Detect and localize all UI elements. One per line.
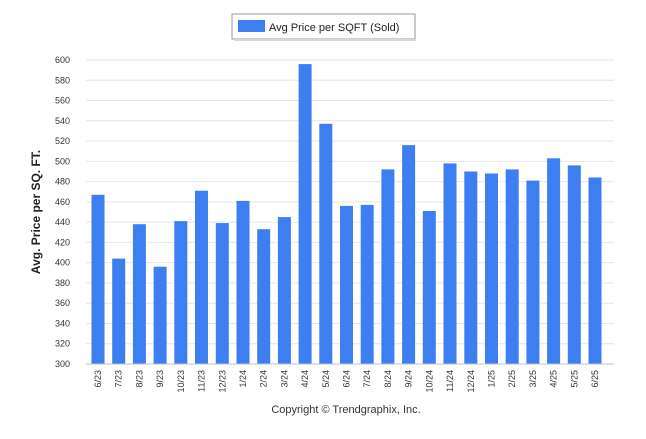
bar — [402, 145, 416, 364]
gridlines — [86, 59, 614, 345]
x-tick-label: 2/24 — [259, 370, 269, 388]
y-tick-label: 540 — [55, 116, 70, 126]
bar — [340, 205, 353, 364]
legend-label: Avg Price per SQFT (Sold) — [269, 22, 399, 34]
bar — [422, 211, 436, 364]
bar — [485, 173, 498, 364]
y-tick-label: 380 — [55, 278, 70, 288]
x-tick-label: 9/23 — [155, 370, 165, 388]
x-axis-ticks: 6/23 7/23 8/23 9/23 10/23 11/23 12/23 1/24 2/24 3… — [93, 370, 600, 393]
x-tick-label: 3/25 — [528, 370, 538, 388]
bar — [91, 194, 105, 364]
bar — [153, 266, 167, 364]
x-tick-label: 5/25 — [569, 370, 579, 388]
bar — [319, 123, 333, 364]
bars — [91, 64, 602, 364]
bar — [132, 224, 146, 364]
x-tick-label: 11/24 — [445, 370, 455, 392]
y-tick-label: 460 — [55, 197, 70, 207]
bar — [257, 229, 271, 364]
y-tick-label: 400 — [55, 258, 70, 268]
x-tick-label: 5/24 — [321, 370, 331, 388]
bar — [588, 177, 602, 364]
x-tick-label: 10/24 — [424, 370, 434, 393]
x-tick-label: 4/25 — [549, 370, 559, 388]
bar — [215, 223, 229, 364]
bar — [277, 217, 291, 364]
y-axis-ticks: 300 320 340 360 380 400 420 440 460 480 500 520 540 5… — [55, 55, 70, 369]
x-tick-label: 6/23 — [93, 370, 103, 388]
y-tick-label: 480 — [55, 177, 70, 187]
legend-swatch — [238, 20, 265, 32]
y-tick-label: 560 — [55, 96, 70, 106]
x-tick-label: 12/23 — [217, 370, 227, 393]
x-tick-label: 4/24 — [300, 370, 310, 388]
bar — [547, 158, 561, 364]
y-tick-label: 340 — [55, 318, 70, 328]
x-tick-label: 7/24 — [362, 370, 372, 388]
x-tick-label: 1/24 — [238, 370, 248, 388]
y-tick-label: 360 — [55, 298, 70, 308]
y-tick-label: 440 — [55, 217, 70, 227]
y-tick-label: 600 — [55, 55, 70, 65]
bar — [505, 169, 519, 364]
bar — [174, 221, 188, 364]
x-tick-label: 10/23 — [176, 370, 186, 393]
bar — [112, 258, 126, 364]
bar — [360, 204, 374, 364]
y-tick-label: 420 — [55, 237, 70, 247]
x-tick-label: 3/24 — [279, 370, 289, 388]
x-tick-label: 6/25 — [590, 370, 600, 388]
legend-shadow — [234, 39, 416, 41]
y-tick-label: 300 — [55, 359, 70, 369]
x-tick-label: 2/25 — [507, 370, 517, 388]
bar — [298, 64, 312, 364]
bar — [195, 190, 208, 364]
bar — [464, 171, 478, 364]
x-tick-label: 8/24 — [383, 370, 393, 388]
bar — [443, 163, 457, 364]
y-tick-label: 500 — [55, 156, 70, 166]
x-tick-label: 12/24 — [466, 370, 476, 393]
x-tick-label: 8/23 — [134, 370, 144, 388]
y-tick-label: 320 — [55, 339, 70, 349]
bar — [567, 165, 581, 364]
y-axis-title: Avg. Price per SQ. FT. — [29, 150, 43, 274]
x-tick-label: 9/24 — [404, 370, 414, 388]
x-tick-label: 7/23 — [114, 370, 124, 388]
x-tick-label: 6/24 — [342, 370, 352, 388]
x-tick-label: 11/23 — [197, 370, 207, 392]
bar — [381, 169, 395, 364]
bar — [526, 180, 540, 364]
x-tick-label: 1/25 — [486, 370, 496, 388]
bar — [236, 200, 250, 364]
legend: Avg Price per SQFT (Sold) — [231, 13, 416, 41]
y-tick-label: 580 — [55, 75, 70, 85]
copyright-text: Copyright © Trendgraphix, Inc. — [271, 404, 420, 416]
y-tick-label: 520 — [55, 136, 70, 146]
